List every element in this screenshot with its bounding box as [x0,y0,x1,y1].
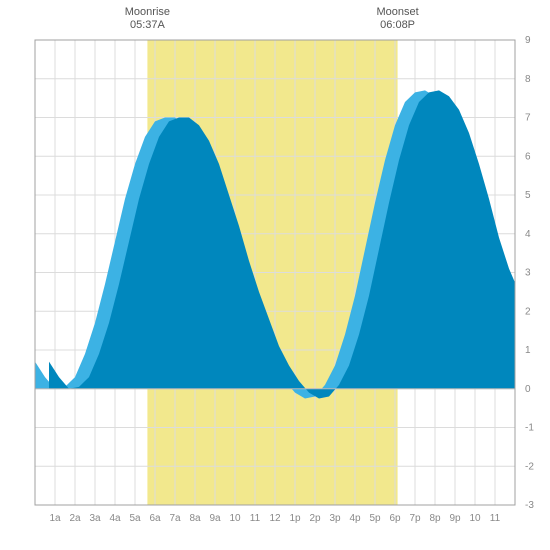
x-tick-label: 2a [69,513,81,524]
x-tick-label: 4a [109,513,121,524]
x-tick-label: 8p [429,513,441,524]
x-tick-label: 4p [349,513,361,524]
chart-svg: 1a2a3a4a5a6a7a8a9a1011121p2p3p4p5p6p7p8p… [0,0,550,550]
x-tick-label: 10 [469,513,481,524]
moonset-label: Moonset06:08P [358,6,438,32]
x-tick-label: 3p [329,513,341,524]
x-tick-label: 12 [269,513,281,524]
y-tick-label: 6 [525,151,531,162]
y-tick-label: 8 [525,74,531,85]
x-tick-label: 5a [129,513,141,524]
tide-chart: 1a2a3a4a5a6a7a8a9a1011121p2p3p4p5p6p7p8p… [0,0,550,550]
x-tick-label: 7a [169,513,181,524]
y-tick-label: 4 [525,229,531,240]
annotation-title: Moonset [358,6,438,19]
x-tick-label: 9a [209,513,221,524]
y-tick-label: 9 [525,35,531,46]
x-tick-label: 9p [449,513,461,524]
annotation-title: Moonrise [107,6,187,19]
y-tick-label: -1 [525,423,534,434]
y-tick-label: -2 [525,461,534,472]
moonrise-label: Moonrise05:37A [107,6,187,32]
annotation-time: 06:08P [358,19,438,32]
x-tick-label: 1p [289,513,301,524]
y-tick-label: 7 [525,113,531,124]
x-tick-label: 2p [309,513,321,524]
y-tick-label: 3 [525,268,531,279]
y-tick-label: 2 [525,306,531,317]
x-tick-label: 10 [229,513,241,524]
y-tick-label: 0 [525,384,531,395]
x-tick-label: 3a [89,513,101,524]
x-tick-label: 5p [369,513,381,524]
x-tick-label: 11 [250,513,261,524]
x-tick-label: 11 [490,513,501,524]
y-tick-label: 5 [525,190,531,201]
y-tick-label: 1 [525,345,531,356]
x-tick-label: 6p [389,513,401,524]
x-tick-label: 1a [49,513,61,524]
annotation-time: 05:37A [107,19,187,32]
x-tick-label: 7p [409,513,421,524]
x-tick-label: 6a [149,513,161,524]
y-tick-label: -3 [525,500,534,511]
x-tick-label: 8a [189,513,201,524]
